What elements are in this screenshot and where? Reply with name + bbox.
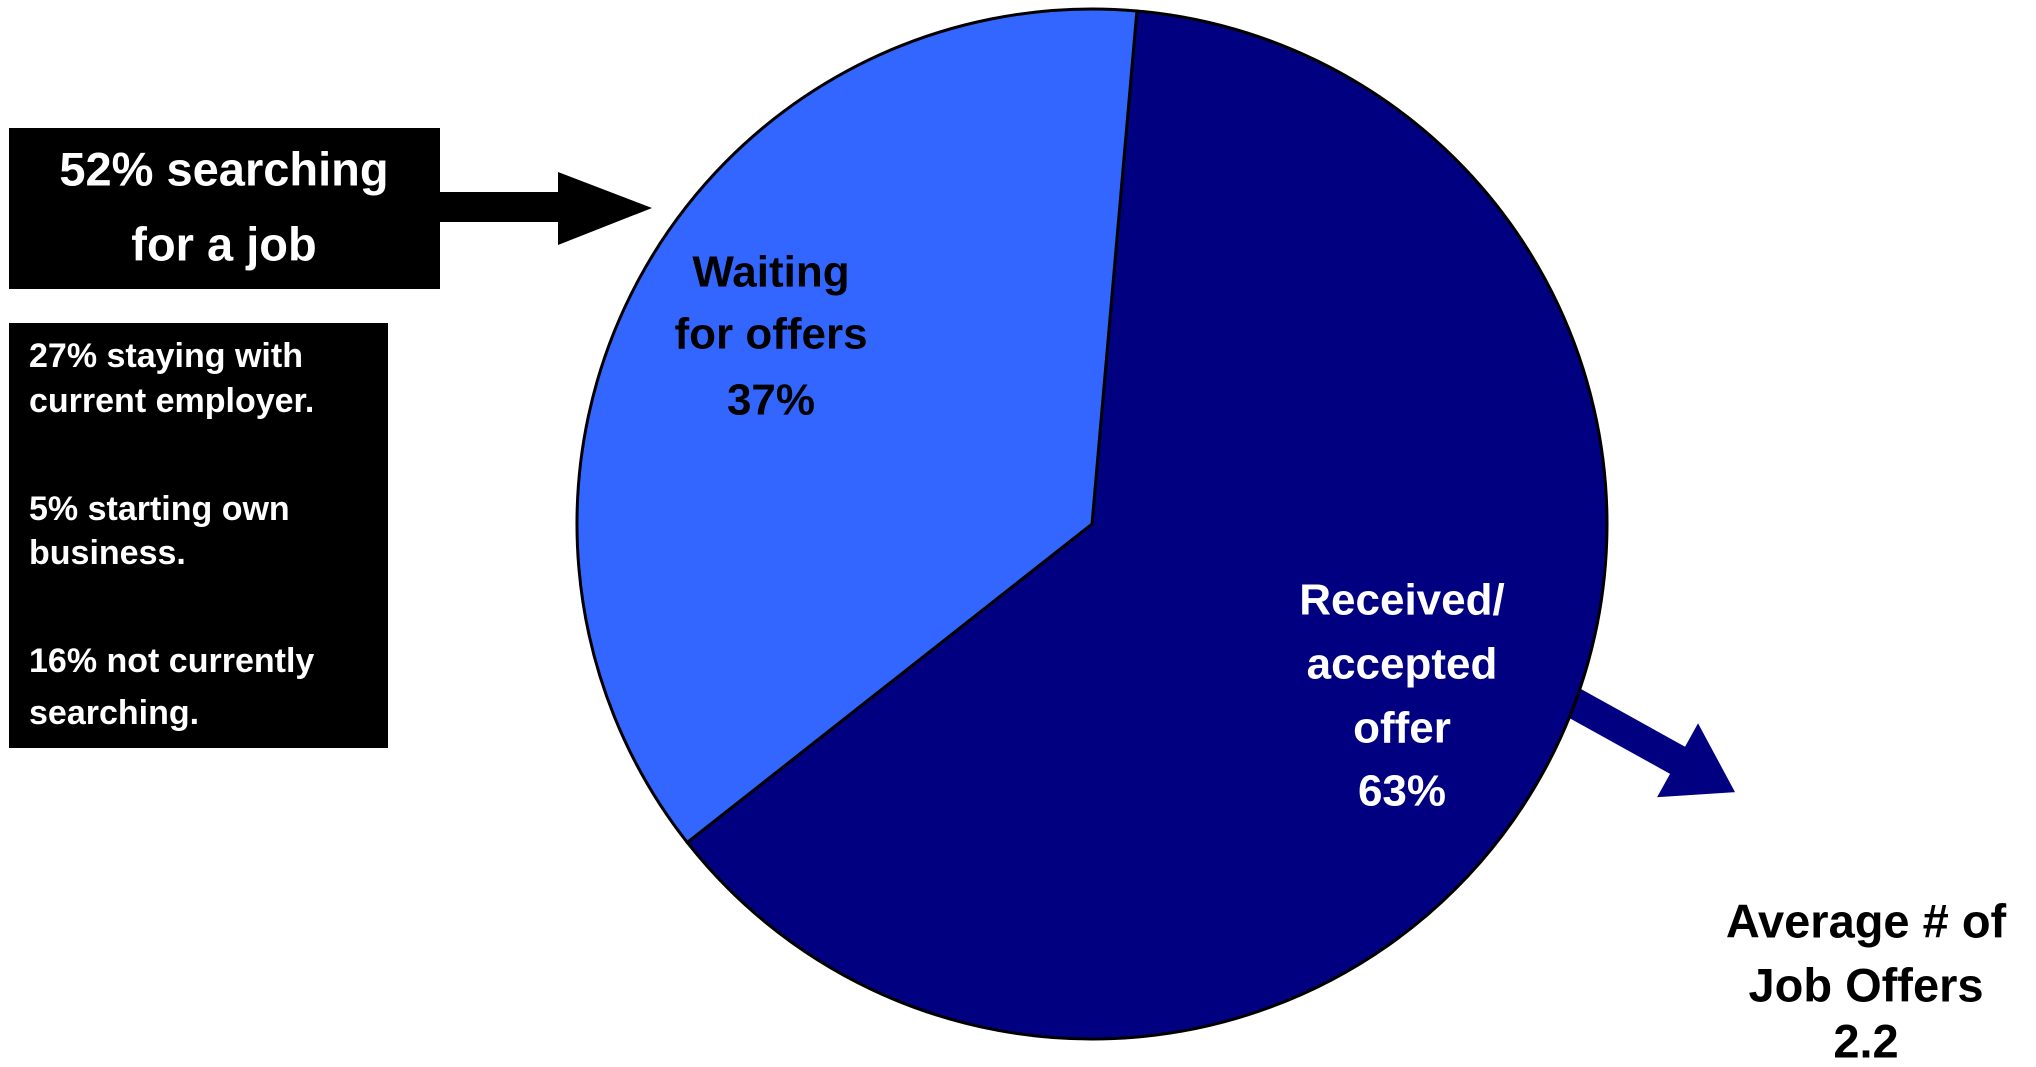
others-text: searching. [29, 694, 199, 732]
average-label: Job Offers [1748, 958, 1983, 1011]
searching-box [9, 128, 440, 289]
average-label: Average # of [1726, 894, 2007, 947]
slice-value-label: 37% [727, 376, 815, 425]
slice-label: offer [1353, 704, 1451, 753]
others-text: current employer. [29, 382, 314, 420]
average-value: 2.2 [1833, 1014, 1898, 1067]
others-text: business. [29, 534, 186, 572]
pie-slice [575, 7, 1139, 845]
slice-label: Waiting [692, 248, 849, 297]
slice-label: for offers [674, 310, 867, 359]
slice-value-label: 63% [1358, 767, 1446, 816]
pie-slice [685, 9, 1609, 1041]
others-text: 5% starting own [29, 490, 290, 528]
others-box [9, 323, 388, 748]
arrow [440, 172, 652, 245]
slice-label: Received/ [1299, 576, 1504, 625]
searching-text: 52% searching [59, 142, 388, 195]
others-text: 16% not currently [29, 642, 314, 680]
searching-text: for a job [131, 217, 316, 270]
slice-label: accepted [1307, 640, 1498, 689]
others-text: 27% staying with [29, 337, 303, 375]
